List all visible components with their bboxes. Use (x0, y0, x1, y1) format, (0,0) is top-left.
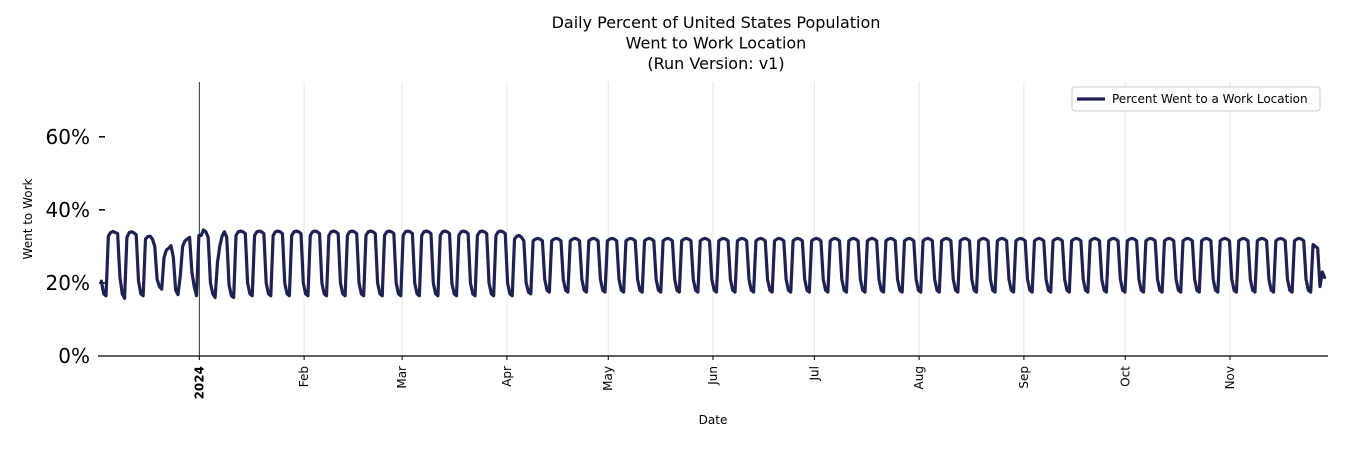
series-layer (99, 228, 1327, 300)
x-tick-label: Nov (1223, 366, 1237, 389)
x-tick-label: 2024 (192, 366, 206, 399)
legend-label: Percent Went to a Work Location (1112, 92, 1308, 106)
y-tick-label: 20% (46, 271, 90, 295)
chart-title: Daily Percent of United States Populatio… (552, 13, 881, 73)
title-line-2: Went to Work Location (626, 34, 807, 53)
x-axis-label: Date (699, 413, 728, 427)
y-axis-label: Went to Work (21, 178, 35, 259)
title-line-3: (Run Version: v1) (647, 54, 784, 73)
x-tick-label: May (601, 366, 615, 391)
axis-labels: Date Went to Work (21, 178, 727, 427)
y-tick-label: 60% (46, 125, 90, 149)
y-tick-label: 40% (46, 198, 90, 222)
x-tick-label: Feb (297, 366, 311, 387)
series-line-1 (99, 228, 1327, 300)
x-tick-label: Mar (395, 366, 409, 389)
legend: Percent Went to a Work Location (1071, 86, 1321, 112)
x-axis-ticks: 2024 Feb Mar Apr May Jun Jul Aug Sep Oct Nov (192, 356, 1237, 399)
x-tick-label: Oct (1118, 366, 1132, 387)
x-tick-label: Apr (500, 366, 514, 387)
y-tick-label: 0% (58, 344, 90, 368)
x-tick-label: Jun (706, 366, 720, 386)
gridlines (303, 82, 1231, 356)
x-tick-label: Aug (912, 366, 926, 389)
x-tick-label: Jul (807, 366, 821, 381)
y-axis-ticks: 0% 20% 40% 60% (46, 125, 105, 368)
legend-box (1071, 86, 1321, 112)
x-tick-label: Sep (1017, 366, 1031, 389)
title-line-1: Daily Percent of United States Populatio… (552, 13, 881, 32)
